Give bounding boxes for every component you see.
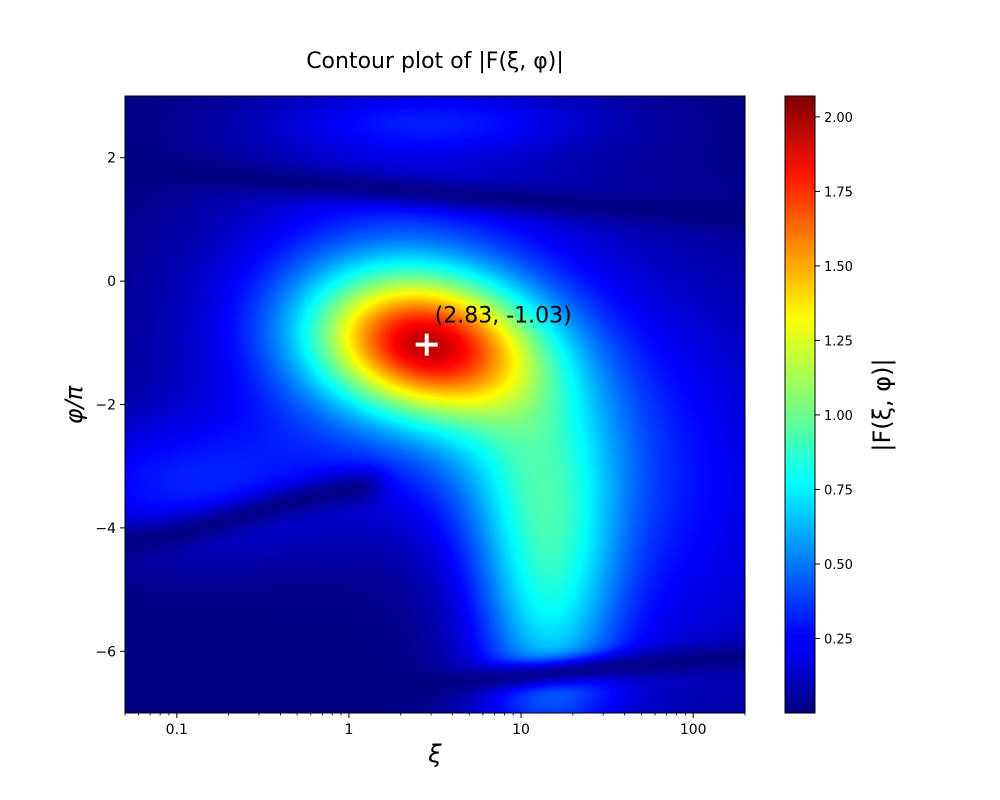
x-tick-label: 0.1 [166,722,188,738]
y-tick-label: 0 [107,274,116,290]
maximum-marker [415,333,438,356]
colorbar-tick-label: 2.00 [824,111,853,126]
y-tick-label: −6 [95,644,116,660]
x-axis: 0.1 1 10 100 [124,713,746,738]
colorbar-tick-label: 1.50 [824,260,853,275]
colorbar-tick-label: 0.25 [824,632,853,647]
x-tick-label: 1 [344,722,353,738]
x-axis-label: ξ [427,740,442,768]
y-axis: 2 0 −2 −4 −6 [95,151,125,660]
y-axis-label: φ/π [60,385,88,424]
plot-area [125,96,745,713]
colorbar-tick-label: 1.25 [824,334,853,349]
chart-title: Contour plot of |F(ξ, φ)| [306,49,564,74]
y-tick-label: −2 [95,398,116,414]
heatmap-surface [125,96,745,713]
y-tick-label: −4 [95,521,116,537]
colorbar [784,95,816,714]
colorbar-tick-label: 0.50 [824,558,853,573]
x-tick-label: 100 [680,722,707,738]
maximum-annotation: (2.83, -1.03) [435,304,572,329]
colorbar-tick-label: 1.00 [824,409,853,424]
y-tick-label: 2 [107,151,116,167]
colorbar-axis: 0.25 0.50 0.75 1.00 1.25 1.50 1.75 2.00 [815,111,853,647]
colorbar-tick-label: 1.75 [824,185,853,200]
x-tick-label: 10 [512,722,530,738]
colorbar-tick-label: 0.75 [824,483,853,498]
colorbar-label: |F(ξ, φ)| [868,358,896,451]
